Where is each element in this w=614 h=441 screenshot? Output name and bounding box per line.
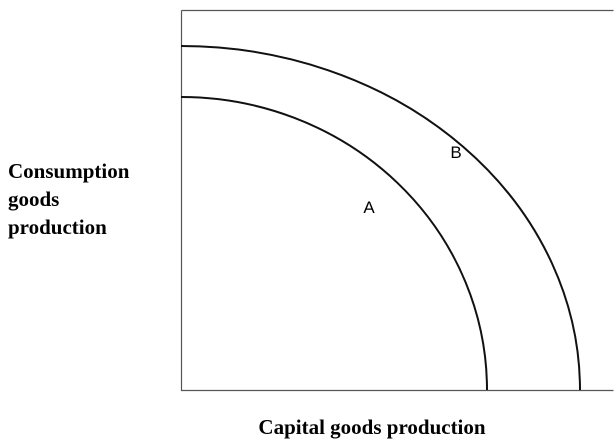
curve-b: [180, 45, 581, 391]
curve-label: A: [363, 198, 375, 217]
y-axis-label: Consumption: [8, 159, 130, 183]
y-axis-label: goods: [8, 187, 59, 211]
x-axis-label: Capital goods production: [258, 415, 485, 439]
axes-frame: [180, 9, 614, 392]
y-axis-label: production: [8, 215, 107, 239]
curve-label: B: [450, 143, 461, 162]
curve-a: [180, 96, 488, 391]
